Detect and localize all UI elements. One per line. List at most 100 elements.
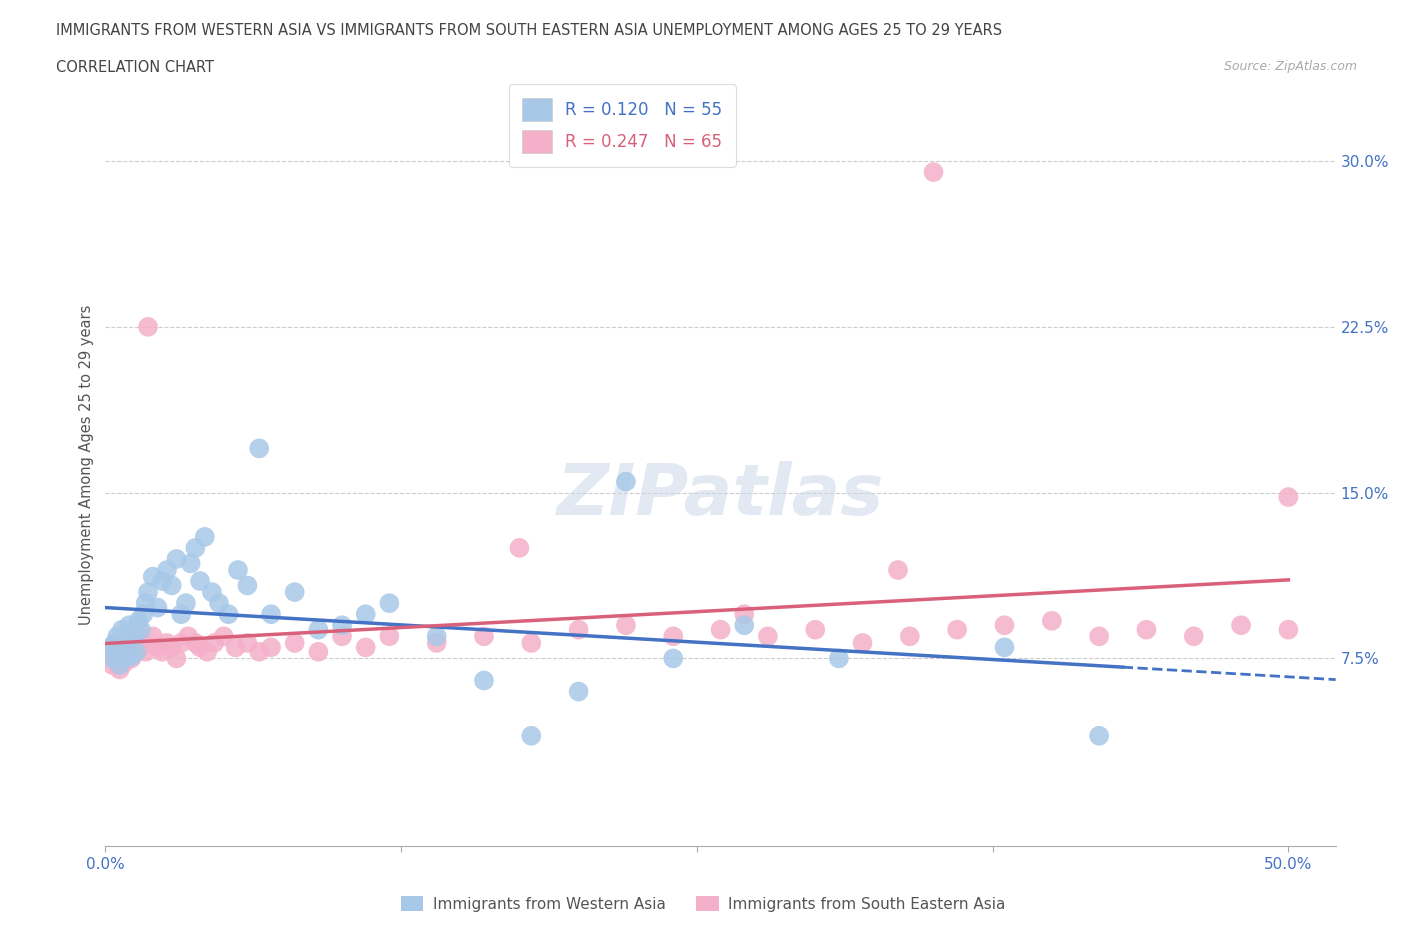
Point — [354, 640, 377, 655]
Text: Source: ZipAtlas.com: Source: ZipAtlas.com — [1223, 60, 1357, 73]
Point — [426, 635, 449, 650]
Point — [804, 622, 827, 637]
Point — [508, 540, 530, 555]
Point — [170, 606, 193, 621]
Point — [115, 649, 138, 664]
Y-axis label: Unemployment Among Ages 25 to 29 years: Unemployment Among Ages 25 to 29 years — [79, 305, 94, 625]
Point — [146, 600, 169, 615]
Point — [260, 640, 283, 655]
Point — [236, 635, 259, 650]
Point — [125, 644, 148, 659]
Point — [201, 585, 224, 600]
Point — [195, 644, 218, 659]
Legend: R = 0.120   N = 55, R = 0.247   N = 65: R = 0.120 N = 55, R = 0.247 N = 65 — [509, 85, 735, 166]
Point — [104, 640, 127, 655]
Point — [180, 556, 202, 571]
Text: IMMIGRANTS FROM WESTERN ASIA VS IMMIGRANTS FROM SOUTH EASTERN ASIA UNEMPLOYMENT : IMMIGRANTS FROM WESTERN ASIA VS IMMIGRAN… — [56, 23, 1002, 38]
Point — [112, 635, 135, 650]
Point — [98, 644, 121, 659]
Point — [922, 165, 945, 179]
Point — [112, 656, 135, 671]
Point — [662, 651, 685, 666]
Point — [236, 578, 259, 593]
Point — [247, 441, 270, 456]
Point — [1182, 629, 1205, 644]
Point — [614, 474, 637, 489]
Point — [125, 644, 148, 659]
Point — [118, 618, 141, 632]
Point — [104, 635, 127, 650]
Point — [828, 651, 851, 666]
Point — [150, 644, 173, 659]
Point — [98, 640, 121, 655]
Point — [472, 629, 495, 644]
Point — [568, 684, 591, 699]
Point — [1277, 622, 1299, 637]
Point — [105, 635, 128, 650]
Point — [105, 629, 128, 644]
Point — [472, 673, 495, 688]
Point — [184, 540, 207, 555]
Point — [112, 640, 135, 655]
Point — [122, 635, 145, 650]
Point — [108, 662, 131, 677]
Point — [135, 596, 157, 611]
Point — [614, 618, 637, 632]
Point — [135, 644, 157, 659]
Point — [160, 578, 183, 593]
Point — [118, 633, 141, 648]
Point — [165, 551, 187, 566]
Point — [156, 563, 179, 578]
Point — [993, 640, 1015, 655]
Point — [1088, 629, 1111, 644]
Point — [217, 606, 239, 621]
Point — [136, 319, 159, 334]
Point — [226, 563, 249, 578]
Text: CORRELATION CHART: CORRELATION CHART — [56, 60, 214, 75]
Point — [165, 651, 187, 666]
Point — [142, 569, 165, 584]
Point — [354, 606, 377, 621]
Point — [132, 606, 155, 621]
Point — [1088, 728, 1111, 743]
Point — [194, 529, 217, 544]
Point — [121, 651, 143, 666]
Point — [330, 618, 353, 632]
Point — [898, 629, 921, 644]
Point — [136, 585, 159, 600]
Point — [260, 606, 283, 621]
Point — [146, 640, 169, 655]
Point — [1040, 614, 1063, 629]
Point — [426, 629, 449, 644]
Point — [284, 585, 307, 600]
Point — [105, 651, 128, 666]
Point — [128, 629, 150, 644]
Point — [851, 635, 873, 650]
Point — [132, 635, 155, 650]
Point — [733, 618, 755, 632]
Point — [887, 563, 910, 578]
Point — [111, 622, 134, 637]
Legend: Immigrants from Western Asia, Immigrants from South Eastern Asia: Immigrants from Western Asia, Immigrants… — [395, 889, 1011, 918]
Point — [111, 640, 134, 655]
Point — [184, 635, 207, 650]
Point — [115, 642, 138, 657]
Point — [307, 622, 329, 637]
Point — [662, 629, 685, 644]
Point — [520, 635, 543, 650]
Point — [188, 640, 211, 655]
Point — [112, 651, 135, 666]
Point — [330, 629, 353, 644]
Text: ZIPatlas: ZIPatlas — [557, 461, 884, 530]
Point — [1135, 622, 1157, 637]
Point — [142, 629, 165, 644]
Point — [284, 635, 307, 650]
Point — [520, 728, 543, 743]
Point — [946, 622, 969, 637]
Point — [129, 640, 152, 655]
Point — [212, 629, 235, 644]
Point — [101, 658, 124, 672]
Point — [170, 635, 193, 650]
Point — [111, 644, 134, 659]
Point — [150, 574, 173, 589]
